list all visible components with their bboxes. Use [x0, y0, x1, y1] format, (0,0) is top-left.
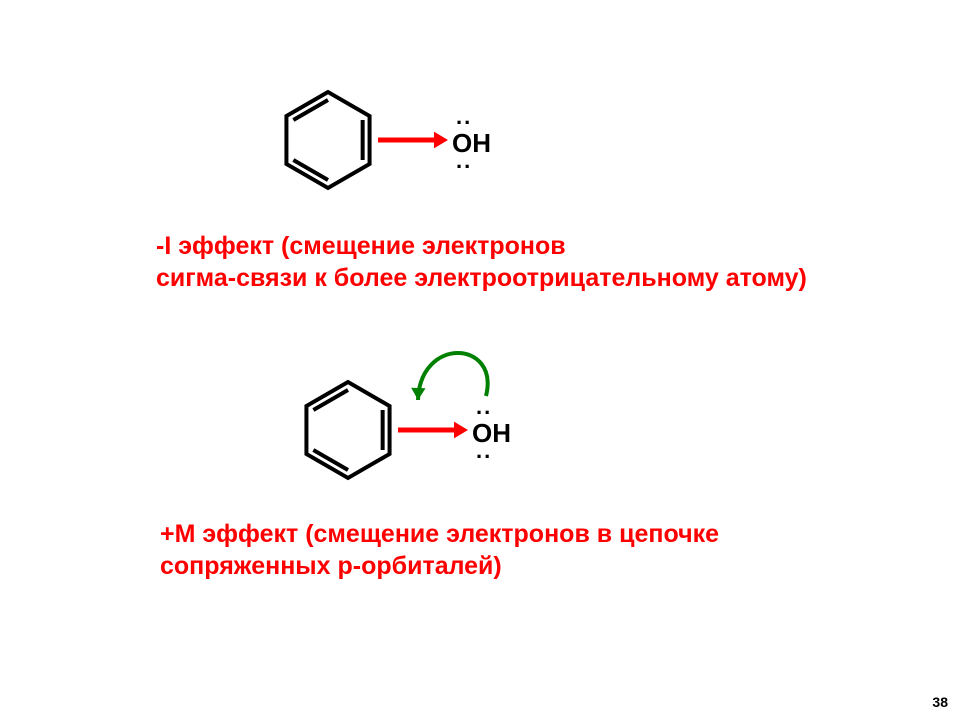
diagram-svg	[0, 0, 960, 720]
caption-i-effect: -I эффект (смещение электронов сигма-свя…	[156, 230, 807, 294]
slide-stage: .. OH .. -I эффект (смещение электронов …	[0, 0, 960, 720]
page-number: 38	[932, 694, 948, 710]
lone-pair-dots-bottom-2: ..	[476, 438, 492, 464]
lone-pair-dots-bottom-1: ..	[456, 148, 472, 174]
caption-m-effect: +M эффект (смещение электронов в цепочке…	[160, 518, 719, 582]
caption-line: сопряженных p-орбиталей)	[160, 550, 719, 582]
lone-pair-dots-top-2: ..	[476, 394, 492, 420]
caption-line: -I эффект (смещение электронов	[156, 230, 807, 262]
caption-line: сигма-связи к более электроотрицательном…	[156, 262, 807, 294]
caption-line: +M эффект (смещение электронов в цепочке	[160, 518, 719, 550]
lone-pair-dots-top-1: ..	[456, 104, 472, 130]
